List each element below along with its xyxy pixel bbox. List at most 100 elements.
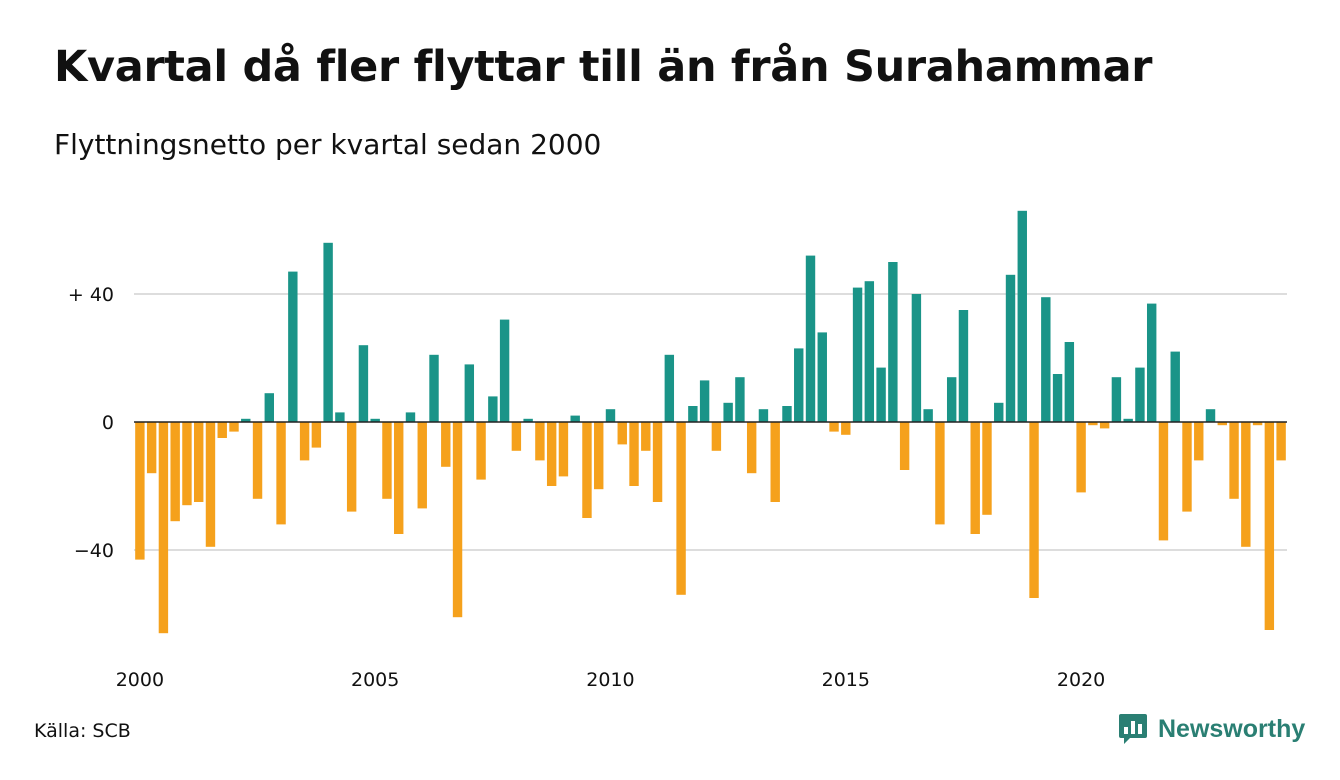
bar [1111,377,1122,422]
bar [711,422,722,451]
bar [864,281,875,422]
bar [229,422,239,432]
bar [876,367,886,422]
bar [688,406,698,422]
bar [782,406,792,422]
bar [1146,303,1157,422]
bar [1017,210,1027,422]
bar [264,393,274,422]
bar [311,422,322,448]
bar [546,422,557,486]
bar [441,422,451,467]
bar [1076,422,1086,493]
bar [699,380,710,422]
bar [1099,422,1110,429]
bar [370,418,380,422]
bar [1205,409,1216,422]
bar [276,422,286,525]
bar [476,422,486,480]
bar [205,422,216,547]
bar [935,422,945,525]
bar [241,418,251,422]
bar [629,422,639,486]
bar [652,422,663,502]
bar [570,415,580,422]
bar [511,422,522,451]
bar [523,418,533,422]
x-tick-label: 2020 [1057,669,1105,691]
bar [346,422,357,512]
bar [288,271,298,422]
bar [735,377,745,422]
bar [676,422,686,595]
source-note: Källa: SCB [34,720,131,742]
bar [194,422,204,502]
bar [1182,422,1192,512]
bar [535,422,545,461]
bar [1252,422,1263,426]
bar [770,422,780,502]
bar [1217,422,1227,426]
y-tick-label: 0 [102,412,114,434]
bar [417,422,427,509]
bar [323,242,333,422]
bar [335,412,345,422]
chart-title: Kvartal då fler flyttar till än från Sur… [54,42,1153,92]
bar [888,262,898,422]
y-tick-label: + 40 [68,284,114,306]
bar [1229,422,1239,499]
bar-chart-speech-bubble-icon [1119,714,1147,744]
bar [664,354,675,422]
bar [746,422,757,474]
bar [1088,422,1098,426]
bar [805,255,816,422]
bar [558,422,569,477]
bar [723,402,733,422]
bar [1041,297,1051,422]
bar [382,422,392,499]
bar [1170,351,1180,422]
bar [852,287,863,422]
bar [1264,422,1275,630]
bar [394,422,404,534]
x-tick-label: 2005 [351,669,399,691]
bar [217,422,227,438]
bar [299,422,310,461]
x-tick-label: 2000 [116,669,164,691]
bar [1194,422,1204,461]
bar [146,422,157,474]
bar [358,345,369,422]
bar [1123,418,1133,422]
bar [1135,367,1145,422]
bar [429,354,439,422]
brand-logo: Newsworthy [1118,712,1305,746]
brand-name: Newsworthy [1158,714,1306,743]
bar [594,422,604,490]
bar [841,422,851,435]
bar [1276,422,1286,461]
x-axis-labels: 2000 2005 2010 2015 2020 [116,669,1106,691]
bar [135,422,145,560]
bars [134,210,1287,634]
bar [829,422,839,432]
bar [488,396,498,422]
bar [758,409,769,422]
bar [252,422,263,499]
bar [617,422,627,445]
y-tick-label: −40 [74,540,114,562]
bar [405,412,416,422]
bar [582,422,592,518]
x-tick-label: 2015 [822,669,870,691]
bar [982,422,992,515]
bar [899,422,910,470]
bar [499,319,510,422]
bar [817,332,827,422]
bar [911,294,922,422]
y-axis-labels: + 40 0 −40 [68,284,114,562]
bar [182,422,192,506]
bar [1064,342,1075,422]
bar [794,348,804,422]
bar [170,422,180,522]
bar [464,364,475,422]
